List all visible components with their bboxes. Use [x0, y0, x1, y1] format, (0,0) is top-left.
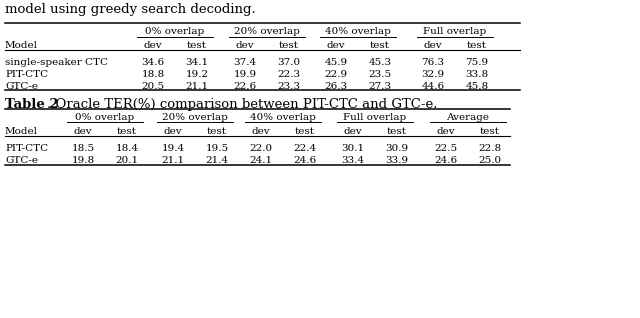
Text: 19.9: 19.9: [234, 70, 257, 79]
Text: 19.4: 19.4: [161, 144, 184, 153]
Text: 34.6: 34.6: [141, 58, 164, 67]
Text: test: test: [387, 127, 407, 136]
Text: 23.3: 23.3: [277, 82, 301, 91]
Text: 20.1: 20.1: [115, 156, 139, 165]
Text: test: test: [279, 41, 299, 50]
Text: dev: dev: [344, 127, 362, 136]
Text: test: test: [370, 41, 390, 50]
Text: 19.2: 19.2: [186, 70, 209, 79]
Text: test: test: [207, 127, 227, 136]
Text: PIT-CTC: PIT-CTC: [5, 70, 48, 79]
Text: 18.5: 18.5: [72, 144, 95, 153]
Text: model using greedy search decoding.: model using greedy search decoding.: [5, 3, 256, 16]
Text: dev: dev: [436, 127, 455, 136]
Text: 19.8: 19.8: [72, 156, 95, 165]
Text: 22.5: 22.5: [435, 144, 458, 153]
Text: test: test: [187, 41, 207, 50]
Text: 22.8: 22.8: [479, 144, 502, 153]
Text: 45.3: 45.3: [369, 58, 392, 67]
Text: 25.0: 25.0: [479, 156, 502, 165]
Text: 24.6: 24.6: [293, 156, 317, 165]
Text: 40% overlap: 40% overlap: [325, 27, 391, 36]
Text: 24.6: 24.6: [435, 156, 458, 165]
Text: 34.1: 34.1: [186, 58, 209, 67]
Text: Full overlap: Full overlap: [344, 113, 406, 122]
Text: 18.4: 18.4: [115, 144, 139, 153]
Text: 27.3: 27.3: [369, 82, 392, 91]
Text: 0% overlap: 0% overlap: [145, 27, 205, 36]
Text: 37.4: 37.4: [234, 58, 257, 67]
Text: 30.1: 30.1: [341, 144, 365, 153]
Text: Model: Model: [5, 41, 38, 50]
Text: 21.1: 21.1: [186, 82, 209, 91]
Text: Full overlap: Full overlap: [424, 27, 486, 36]
Text: dev: dev: [144, 41, 163, 50]
Text: 37.0: 37.0: [277, 58, 301, 67]
Text: GTC-e: GTC-e: [5, 156, 38, 165]
Text: 22.9: 22.9: [324, 70, 348, 79]
Text: 20% overlap: 20% overlap: [234, 27, 300, 36]
Text: Average: Average: [447, 113, 490, 122]
Text: 22.6: 22.6: [234, 82, 257, 91]
Text: . Oracle TER(%) comparison between PIT-CTC and GTC-e.: . Oracle TER(%) comparison between PIT-C…: [47, 98, 438, 111]
Text: 20% overlap: 20% overlap: [162, 113, 228, 122]
Text: 33.8: 33.8: [465, 70, 488, 79]
Text: 45.9: 45.9: [324, 58, 348, 67]
Text: 21.4: 21.4: [205, 156, 228, 165]
Text: test: test: [467, 41, 487, 50]
Text: 45.8: 45.8: [465, 82, 488, 91]
Text: 23.5: 23.5: [369, 70, 392, 79]
Text: 33.4: 33.4: [341, 156, 365, 165]
Text: 30.9: 30.9: [385, 144, 408, 153]
Text: 18.8: 18.8: [141, 70, 164, 79]
Text: dev: dev: [164, 127, 182, 136]
Text: test: test: [117, 127, 137, 136]
Text: GTC-e: GTC-e: [5, 82, 38, 91]
Text: 33.9: 33.9: [385, 156, 408, 165]
Text: dev: dev: [236, 41, 254, 50]
Text: 22.3: 22.3: [277, 70, 301, 79]
Text: Table 2: Table 2: [5, 98, 59, 111]
Text: 0% overlap: 0% overlap: [76, 113, 134, 122]
Text: 24.1: 24.1: [250, 156, 273, 165]
Text: dev: dev: [252, 127, 270, 136]
Text: 26.3: 26.3: [324, 82, 348, 91]
Text: PIT-CTC: PIT-CTC: [5, 144, 48, 153]
Text: 44.6: 44.6: [421, 82, 445, 91]
Text: dev: dev: [326, 41, 346, 50]
Text: single-speaker CTC: single-speaker CTC: [5, 58, 108, 67]
Text: 40% overlap: 40% overlap: [250, 113, 316, 122]
Text: 76.3: 76.3: [421, 58, 445, 67]
Text: dev: dev: [424, 41, 442, 50]
Text: 32.9: 32.9: [421, 70, 445, 79]
Text: 22.0: 22.0: [250, 144, 273, 153]
Text: test: test: [480, 127, 500, 136]
Text: 19.5: 19.5: [205, 144, 228, 153]
Text: dev: dev: [74, 127, 92, 136]
Text: Model: Model: [5, 127, 38, 136]
Text: 21.1: 21.1: [161, 156, 184, 165]
Text: 22.4: 22.4: [293, 144, 317, 153]
Text: 20.5: 20.5: [141, 82, 164, 91]
Text: 75.9: 75.9: [465, 58, 488, 67]
Text: test: test: [295, 127, 315, 136]
